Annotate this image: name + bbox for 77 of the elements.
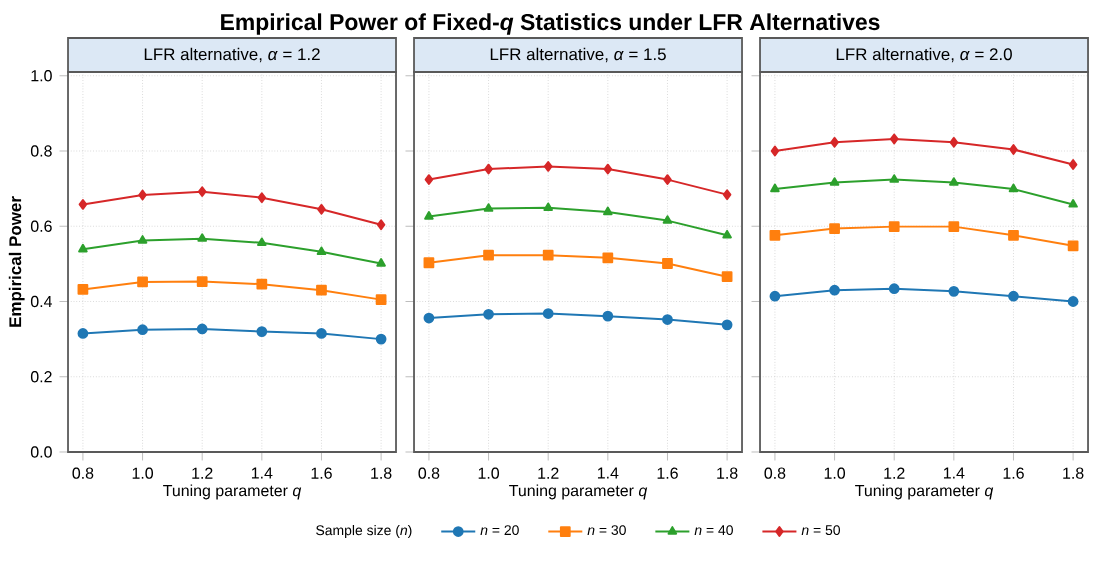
point xyxy=(1068,199,1078,208)
point xyxy=(1067,296,1079,307)
point xyxy=(257,237,267,246)
point xyxy=(484,163,493,175)
point xyxy=(197,233,207,242)
point xyxy=(424,211,434,220)
chart-subtitle: LFR alternative, α = 1.2 xyxy=(144,47,320,63)
point xyxy=(1008,183,1019,193)
point xyxy=(424,174,434,185)
point xyxy=(423,257,435,269)
point xyxy=(662,258,673,269)
point xyxy=(662,314,673,325)
point xyxy=(770,145,780,157)
point xyxy=(376,258,386,267)
point xyxy=(1008,290,1019,302)
point xyxy=(888,283,900,295)
point xyxy=(376,219,386,231)
point xyxy=(603,206,613,216)
point xyxy=(257,192,267,204)
point xyxy=(949,136,959,148)
point xyxy=(197,186,207,198)
point xyxy=(829,223,840,234)
point xyxy=(602,310,614,322)
point xyxy=(316,246,327,256)
chart-subtitle: LFR alternative, α = 2.0 xyxy=(836,47,1012,63)
text: Empirical Power of Fixed-q Statistics under LFR Alternatives xyxy=(221,13,880,35)
point xyxy=(1068,159,1078,170)
point xyxy=(256,278,268,290)
point xyxy=(137,324,148,336)
point xyxy=(138,189,147,201)
point xyxy=(483,203,494,212)
point xyxy=(137,276,148,288)
point xyxy=(77,328,89,339)
point xyxy=(722,189,732,201)
point xyxy=(375,294,387,305)
point xyxy=(830,136,839,148)
point xyxy=(721,319,733,331)
point xyxy=(423,312,435,324)
point xyxy=(948,285,960,297)
point xyxy=(722,229,732,239)
point xyxy=(889,174,899,183)
point xyxy=(316,328,327,339)
point xyxy=(77,284,89,295)
point xyxy=(542,308,554,319)
point xyxy=(603,163,613,175)
point xyxy=(78,243,88,253)
point xyxy=(375,333,387,345)
point xyxy=(317,203,326,215)
point xyxy=(770,183,780,193)
point xyxy=(1008,229,1019,241)
point xyxy=(196,276,208,287)
point xyxy=(769,290,781,302)
point xyxy=(769,229,781,241)
point xyxy=(137,235,148,244)
point xyxy=(78,199,88,210)
point xyxy=(948,221,960,233)
point xyxy=(829,284,840,296)
y-axis-title: Empirical Power xyxy=(8,196,25,327)
point xyxy=(662,215,673,224)
point xyxy=(196,323,208,335)
point xyxy=(542,249,554,261)
point xyxy=(483,308,494,320)
point xyxy=(602,252,614,264)
point xyxy=(888,221,900,233)
point xyxy=(829,177,840,186)
point xyxy=(949,177,959,186)
point xyxy=(543,202,553,212)
point xyxy=(1009,144,1018,155)
point xyxy=(721,271,733,283)
point xyxy=(256,326,268,337)
point xyxy=(316,284,327,296)
point xyxy=(543,161,553,172)
point xyxy=(1067,240,1079,252)
point xyxy=(889,133,899,145)
point xyxy=(663,174,672,185)
point xyxy=(483,249,494,261)
chart-subtitle: LFR alternative, α = 1.5 xyxy=(490,47,666,63)
